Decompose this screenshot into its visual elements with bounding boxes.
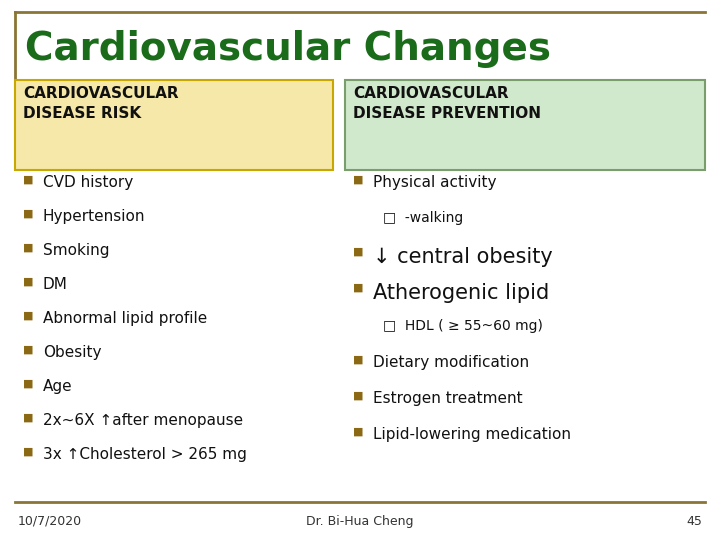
Text: ■: ■ [23,243,34,253]
Text: Smoking: Smoking [43,243,109,258]
Text: CARDIOVASCULAR
DISEASE PREVENTION: CARDIOVASCULAR DISEASE PREVENTION [353,86,541,121]
Bar [345,80,705,170]
Text: Estrogen treatment: Estrogen treatment [373,391,523,406]
Bar [15,80,333,170]
Text: Hypertension: Hypertension [43,209,145,224]
Text: ■: ■ [353,283,364,293]
Text: ■: ■ [353,391,364,401]
Text: ■: ■ [23,311,34,321]
Text: 45: 45 [686,515,702,528]
Text: 2x~6X ↑after menopause: 2x~6X ↑after menopause [43,413,243,428]
Text: ■: ■ [23,447,34,457]
Text: Age: Age [43,379,73,394]
Text: Physical activity: Physical activity [373,175,497,190]
Text: Obesity: Obesity [43,345,102,360]
Text: ■: ■ [23,277,34,287]
Text: DM: DM [43,277,68,292]
Text: Abnormal lipid profile: Abnormal lipid profile [43,311,207,326]
Text: ■: ■ [23,379,34,389]
Text: 3x ↑Cholesterol > 265 mg: 3x ↑Cholesterol > 265 mg [43,447,247,462]
Text: CVD history: CVD history [43,175,133,190]
Text: ↓ central obesity: ↓ central obesity [373,247,553,267]
Text: Dietary modification: Dietary modification [373,355,529,370]
Text: ■: ■ [23,345,34,355]
Text: ■: ■ [353,175,364,185]
Text: □  HDL ( ≥ 55~60 mg): □ HDL ( ≥ 55~60 mg) [383,319,543,333]
Text: □  -walking: □ -walking [383,211,463,225]
Text: 10/7/2020: 10/7/2020 [18,515,82,528]
Text: Atherogenic lipid: Atherogenic lipid [373,283,549,303]
Text: Cardiovascular Changes: Cardiovascular Changes [25,30,551,68]
Text: ■: ■ [353,427,364,437]
Text: Lipid-lowering medication: Lipid-lowering medication [373,427,571,442]
Text: ■: ■ [23,209,34,219]
Text: Dr. Bi-Hua Cheng: Dr. Bi-Hua Cheng [306,515,414,528]
Text: ■: ■ [353,247,364,257]
Text: CARDIOVASCULAR
DISEASE RISK: CARDIOVASCULAR DISEASE RISK [23,86,179,121]
Text: ■: ■ [353,355,364,365]
Text: ■: ■ [23,413,34,423]
Text: ■: ■ [23,175,34,185]
